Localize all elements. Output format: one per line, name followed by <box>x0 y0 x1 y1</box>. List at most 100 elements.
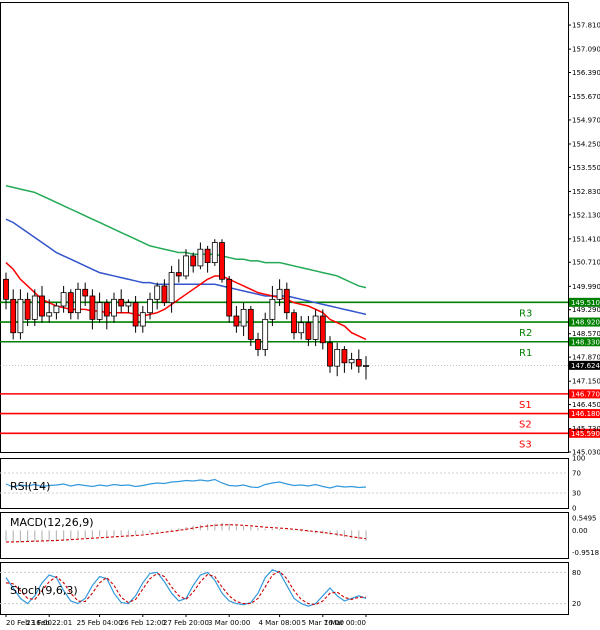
rsi-tick-label: 100 <box>572 455 585 463</box>
moving-average-mid <box>5 218 367 316</box>
moving-average-fast <box>5 262 367 341</box>
candle-bearish <box>10 298 17 334</box>
candle-bearish <box>89 295 96 320</box>
candle-bearish <box>204 248 211 263</box>
time-tick-label: 27 Feb 20:00 <box>163 619 209 627</box>
level-price-text: 148.920 <box>571 319 600 327</box>
candle-bullish <box>269 298 276 320</box>
current-price-text: 147.624 <box>571 362 600 370</box>
rsi-title: RSI(14) <box>10 480 50 493</box>
rsi-tick-label: 30 <box>572 490 581 498</box>
candle-bullish <box>53 305 60 314</box>
rsi-line <box>5 478 367 489</box>
price-tick-label: 145.730 <box>572 425 600 433</box>
candle-bullish <box>240 308 247 327</box>
price-tick-label: 157.810 <box>572 22 600 30</box>
candle-bearish <box>305 322 312 340</box>
candle-bullish <box>139 312 146 327</box>
stoch-panel-frame <box>0 562 569 615</box>
candle-bearish <box>327 342 333 367</box>
time-tick-label: 25 Feb 04:00 <box>77 619 123 627</box>
candle-bullish <box>334 349 341 367</box>
macd-title: MACD(12,26,9) <box>10 516 94 529</box>
candle-bearish <box>3 278 9 300</box>
level-price-box <box>569 409 600 419</box>
candle-bullish <box>96 302 103 320</box>
candle-bullish <box>111 298 117 317</box>
candle-bearish <box>283 288 290 314</box>
price-panel-frame <box>0 2 569 453</box>
candle-bearish <box>247 308 254 340</box>
macd-tick-label: 0.00 <box>572 527 588 535</box>
time-tick-label: 5 Mar 16:00 <box>302 619 344 627</box>
level-label-s2: S2 <box>519 420 532 431</box>
candle-bearish <box>24 298 31 320</box>
rsi-panel-frame <box>0 458 569 509</box>
price-tick-label: 157.090 <box>572 46 600 54</box>
candle-bearish <box>190 255 197 267</box>
candle-bearish <box>118 298 125 307</box>
candle-bullish <box>276 288 283 300</box>
level-price-text: 145.590 <box>571 430 600 438</box>
candle-bullish <box>312 315 319 340</box>
candle-bearish <box>255 339 261 350</box>
candle-bearish <box>132 302 139 327</box>
candle-bearish <box>82 288 89 297</box>
candle-bullish <box>17 298 24 334</box>
rsi-tick-label: 70 <box>572 470 581 478</box>
candle-bearish <box>341 349 348 364</box>
level-price-text: 146.180 <box>571 410 600 418</box>
candle-bullish <box>46 312 53 317</box>
macd-tick-label: 0.5495 <box>572 514 597 522</box>
price-tick-label: 149.990 <box>572 283 600 291</box>
candle-bearish <box>161 285 168 304</box>
candle-bearish <box>219 242 225 280</box>
macd-panel-frame <box>0 512 569 559</box>
candle-bearish <box>291 312 297 334</box>
time-tick-label: 20 Feb 16:00 <box>6 619 52 627</box>
price-tick-label: 154.970 <box>572 116 600 124</box>
candle-bullish <box>60 292 67 307</box>
candle-bearish <box>67 292 74 314</box>
candle-bearish <box>39 295 45 317</box>
candle-bullish <box>31 295 38 320</box>
level-price-box <box>569 389 600 399</box>
candle-bullish <box>154 285 161 300</box>
stoch-tick-label: 80 <box>572 569 581 577</box>
candle-bearish <box>103 302 110 317</box>
stoch-tick-label: 20 <box>572 600 581 608</box>
time-tick-label: 4 Mar 08:00 <box>258 619 300 627</box>
price-tick-label: 151.410 <box>572 235 600 243</box>
candle-bearish <box>175 272 182 277</box>
time-tick-label: 23 Feb 22:01 <box>26 619 72 627</box>
level-label-s1: S1 <box>519 400 532 411</box>
price-tick-label: 156.390 <box>572 69 600 77</box>
price-tick-label: 150.710 <box>572 259 600 267</box>
stoch-signal-line <box>5 570 366 606</box>
price-tick-label: 155.670 <box>572 93 600 101</box>
candle-bullish <box>197 248 204 267</box>
candle-bullish <box>125 302 132 307</box>
level-price-text: 149.510 <box>571 299 600 307</box>
rsi-tick-label: 0 <box>572 505 576 513</box>
time-tick-label: 26 Feb 12:00 <box>120 619 166 627</box>
candle-bearish <box>226 278 233 317</box>
price-tick-label: 152.830 <box>572 188 600 196</box>
time-tick-label: 3 Mar 00:00 <box>208 619 250 627</box>
level-price-text: 146.770 <box>571 390 600 398</box>
candle-bullish <box>75 288 81 314</box>
level-price-box <box>569 337 600 347</box>
candle-bullish <box>348 359 355 364</box>
price-tick-label: 152.130 <box>572 211 600 219</box>
macd-tick-label: -0.9518 <box>572 549 599 557</box>
candle-bearish <box>355 359 362 367</box>
level-price-text: 148.330 <box>571 338 600 346</box>
macd-signal-line <box>6 524 367 543</box>
price-tick-label: 147.150 <box>572 378 600 386</box>
price-tick-label: 145.030 <box>572 449 600 457</box>
candle-bullish <box>298 322 305 334</box>
level-label-r2: R2 <box>519 328 532 339</box>
price-tick-label: 154.250 <box>572 140 600 148</box>
stoch-title: Stoch(9,6,3) <box>10 584 78 597</box>
